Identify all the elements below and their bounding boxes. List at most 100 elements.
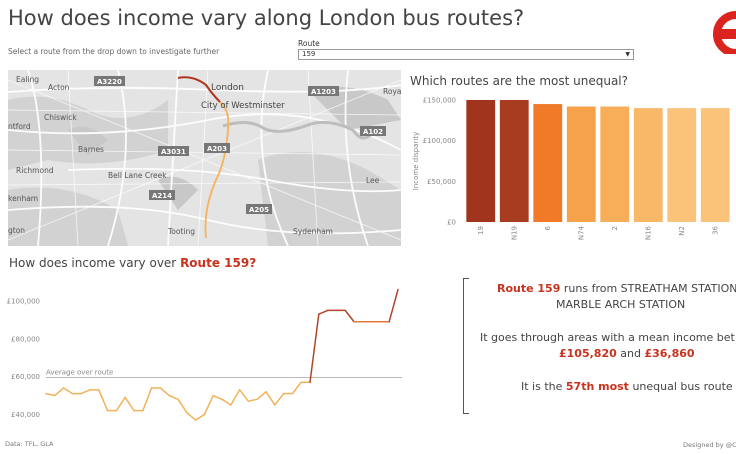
bar-y-tick-label: £50,000 [427,178,456,186]
bar-y-tick-label: £100,000 [423,137,456,145]
bar-route-36[interactable] [700,108,730,222]
info-and-text: and [616,347,645,360]
bar-route-19[interactable] [466,100,496,222]
svg-text:A102: A102 [363,128,383,136]
svg-text:Barnes: Barnes [78,145,104,154]
income-along-route-line-chart[interactable]: £40,000 £60,000 £80,000 £100,000 Average ove… [0,276,410,426]
svg-text:Acton: Acton [48,83,70,92]
info-income-high: £105,820 [559,347,617,360]
info-panel-bracket [463,278,469,414]
bar-x-tick-label: 6 [544,225,552,230]
income-line-segment [203,394,214,416]
data-source: Data: TFL, GLA [5,440,54,448]
income-line-segment [230,389,241,406]
bar-route-N2[interactable] [667,108,697,222]
info-income-intro: It goes through areas with a mean income… [480,331,735,344]
income-line-segment [318,309,329,315]
line-y-tick-label: £40,000 [11,411,40,419]
bar-chart-title: Which routes are the most unequal? [410,74,628,88]
income-line-segment [265,390,276,406]
income-line-segment [238,389,250,402]
average-line-label: Average over route [46,369,113,377]
income-line-segment [80,389,91,395]
bar-route-2[interactable] [600,106,630,222]
bar-x-tick-label: 19 [477,226,485,235]
svg-text:Bell Lane Creek: Bell Lane Creek [108,171,167,180]
line-chart-title-prefix: How does income vary over [9,256,177,270]
svg-text:Chiswick: Chiswick [44,113,77,122]
info-income-low: £36,860 [644,347,695,360]
svg-text:Lee: Lee [366,176,380,185]
map-road-labels: A3220 A1203 A102 A3031 A203 A214 A205 [94,76,386,214]
bar-x-tick-label: N74 [577,225,585,240]
income-line-segment [309,313,320,384]
unequal-routes-bar-chart[interactable]: Income disparity £0 £50,000 £100,000 £150,00… [408,90,736,250]
income-line-segment [124,396,135,412]
income-line-segment [291,381,302,395]
bar-x-tick-label: N16 [644,225,652,240]
svg-text:London: London [211,83,244,93]
route-map[interactable]: Ealing Acton Chiswick ntford Barnes Rich… [8,70,401,246]
bar-route-6[interactable] [533,104,563,222]
svg-text:City of Westminster: City of Westminster [201,101,285,111]
income-line-segment [247,398,258,402]
svg-text:A1203: A1203 [311,88,336,96]
svg-text:A3220: A3220 [97,78,122,86]
income-line-segment [54,387,65,397]
route-segment-north [177,76,221,103]
svg-text:Ealing: Ealing [16,75,39,84]
line-chart-title: How does income vary over Route 159? [9,256,256,270]
info-rank-line: It is the 57th most unequal bus route [521,380,733,393]
svg-text:A205: A205 [249,206,269,214]
info-rank-prefix: It is the [521,380,566,393]
line-y-tick-label: £60,000 [11,373,40,381]
svg-text:kenham: kenham [8,194,38,203]
page-subtitle: Select a route from the drop down to inv… [8,47,220,56]
income-line-segment [159,387,170,397]
chevron-down-icon[interactable]: ▼ [625,51,630,58]
bar-x-tick-label: N2 [678,226,686,236]
route-dropdown-value: 159 [302,50,316,58]
svg-text:gton: gton [8,226,25,235]
income-line-segment [221,398,232,406]
info-income-range: £105,820 and £36,860 [559,347,695,360]
info-rank-suffix: unequal bus route [628,380,733,393]
svg-text:Sydenham: Sydenham [293,227,333,236]
svg-text:A3031: A3031 [161,148,186,156]
svg-text:A214: A214 [152,192,172,200]
bar-x-tick-label: 2 [611,226,619,230]
svg-text:Tooting: Tooting [167,227,195,236]
info-destination: MARBLE ARCH STATION [556,298,686,311]
svg-text:Roya: Roya [383,87,401,96]
svg-text:Richmond: Richmond [16,166,54,175]
income-line-segment [115,396,126,412]
income-line-segment [274,392,285,406]
income-line-segment [98,389,109,412]
info-rank: 57th most [565,380,629,393]
svg-text:ntford: ntford [8,122,31,131]
income-line-segment [45,392,56,397]
income-line-segment [388,288,399,323]
bar-route-N19[interactable] [499,100,529,222]
income-line-segment [186,411,197,421]
bar-y-tick-label: £150,000 [423,97,456,105]
bar-y-axis-label: Income disparity [412,132,420,190]
line-chart-title-route: Route 159? [180,256,257,270]
bar-route-N74[interactable] [566,106,596,222]
line-y-tick-label: £80,000 [11,335,40,343]
page-title: How does income vary along London bus ro… [8,6,525,30]
income-line-segment [194,413,206,421]
line-y-tick-label: £100,000 [7,297,40,305]
income-line-segment [212,394,223,401]
income-line-segment [256,390,267,401]
income-line-segment [177,398,188,414]
bar-x-tick-label: 36 [711,225,719,234]
bar-route-N16[interactable] [633,108,663,222]
map-place-labels: Ealing Acton Chiswick ntford Barnes Rich… [8,75,401,236]
info-runs-text: runs from STREATHAM STATION [560,282,736,295]
tfl-roundel-logo [700,6,736,54]
info-route-line: Route 159 runs from STREATHAM STATION [497,282,736,295]
route-dropdown[interactable]: 159 ▼ [298,49,634,60]
income-line-segment [168,394,179,401]
bar-x-tick-label: N19 [510,226,518,240]
